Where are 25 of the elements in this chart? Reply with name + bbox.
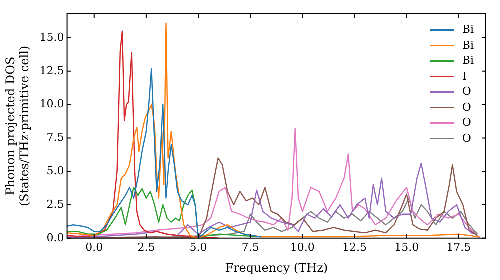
y-tick-label: 5.0 [46, 164, 64, 178]
x-tick-label: 7.5 [242, 240, 260, 254]
legend-label: Bi [462, 38, 474, 52]
legend-label: Bi [462, 54, 474, 68]
x-tick-label: 10.0 [290, 240, 315, 254]
legend-label: O [462, 132, 472, 145]
y-tick-label: 7.5 [46, 131, 64, 144]
x-tick-label: 2.5 [138, 240, 156, 254]
y-axis-title: Phonon projected DOS (States/THz·primitive cell) [3, 46, 32, 207]
x-tick-label: 17.5 [446, 240, 472, 254]
y-tick-label: 2.5 [46, 198, 64, 211]
y-tick-label: 10.0 [40, 98, 64, 111]
x-axis-title: Frequency (THz) [225, 260, 328, 275]
legend-label: O [462, 116, 472, 130]
legend-label: O [462, 85, 472, 98]
legend-label: I [462, 70, 467, 83]
y-tick-label: 0.0 [46, 231, 64, 244]
legend-label: Bi [462, 23, 474, 36]
x-tick-label: 12.5 [342, 240, 368, 254]
x-tick-label: 15.0 [394, 240, 420, 254]
x-tick-label: 5.0 [190, 240, 208, 254]
x-tick-label: 0.0 [86, 240, 104, 254]
y-tick-label: 12.5 [40, 64, 64, 78]
legend-label: O [462, 100, 472, 114]
y-tick-label: 15.0 [40, 30, 64, 44]
